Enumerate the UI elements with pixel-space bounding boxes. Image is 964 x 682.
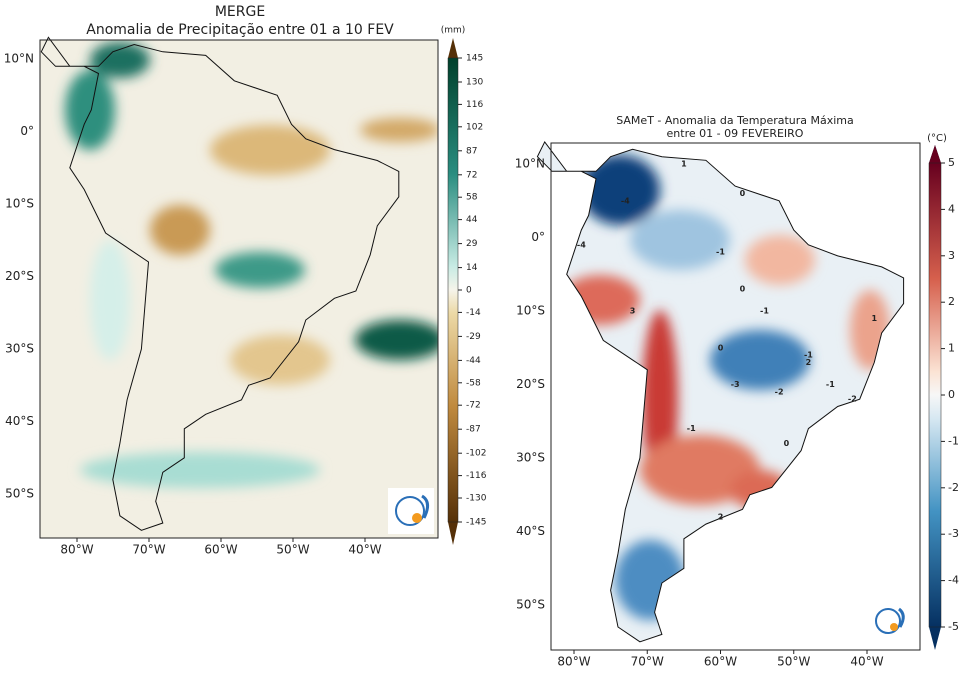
x-tick-label: 50°W	[777, 655, 810, 669]
colorbar-tick-label: 44	[466, 215, 478, 225]
x-tick-label: 70°W	[132, 543, 165, 557]
colorbar-tick-label: -116	[466, 471, 487, 481]
colorbar-tick-label: -44	[466, 356, 481, 366]
x-tick-label: 40°W	[348, 543, 381, 557]
x-tick-label: 80°W	[557, 655, 590, 669]
colorbar-tick-label: -14	[466, 308, 481, 318]
contour-label: -1	[826, 380, 835, 389]
colorbar-tick-label: 72	[466, 170, 477, 180]
temperature-map: -4-410-10-130-1-3-2-120-221-1 SAMeT - An…	[515, 114, 959, 669]
colorbar-tick-label: 1	[948, 342, 955, 355]
colorbar-tick-label: -5	[948, 620, 959, 633]
contour-label: -1	[804, 351, 813, 360]
x-tick-label: 60°W	[704, 655, 737, 669]
subtitle: Anomalia de Precipitação entre 01 a 10 F…	[86, 22, 394, 38]
contour-label: 0	[784, 439, 790, 448]
colorbar-tick-label: 29	[466, 239, 478, 249]
contour-label: 0	[740, 284, 746, 293]
title: SAMeT - Anomalia da Temperatura Máxima	[616, 114, 854, 127]
x-tick-label: 60°W	[204, 543, 237, 557]
colorbar-tick-label: -102	[466, 449, 486, 459]
colorbar-tick-label: 3	[948, 249, 955, 262]
frame	[39, 39, 439, 539]
colorbar-unit: (mm)	[441, 26, 466, 36]
subtitle: entre 01 - 09 FEVEREIRO	[667, 127, 804, 140]
colorbar-tick-label: 0	[948, 388, 955, 401]
contour-label: 2	[806, 358, 812, 367]
contour-label: 3	[630, 307, 636, 316]
colorbar	[447, 57, 459, 523]
colorbar-tick-label: 102	[466, 122, 483, 132]
contour-label: 0	[718, 343, 724, 352]
precip-map: MERGE Anomalia de Precipitação entre 01 …	[4, 4, 487, 557]
colorbar-tick-label: 4	[948, 202, 955, 215]
coastline	[536, 140, 905, 643]
anomaly-field	[65, 42, 438, 488]
x-tick-label: 70°W	[631, 655, 664, 669]
inpe-logo	[388, 488, 434, 534]
contour-label: -1	[687, 424, 696, 433]
y-tick-label: 10°S	[516, 304, 545, 318]
y-tick-label: 50°S	[516, 598, 545, 612]
y-tick-label: 20°S	[516, 377, 545, 391]
colorbar-tick-label: -145	[466, 518, 486, 528]
y-tick-label: 30°S	[5, 342, 34, 356]
contour-label: 1	[681, 160, 687, 169]
colorbar-tick-label: 87	[466, 146, 477, 156]
colorbar-tick-label: -58	[466, 378, 481, 388]
contour-label: -1	[760, 307, 769, 316]
contour-label: -4	[621, 196, 630, 205]
y-tick-label: 0°	[20, 124, 34, 138]
colorbar-tick-label: 130	[466, 78, 483, 88]
x-tick-label: 40°W	[850, 655, 883, 669]
title: MERGE	[215, 4, 265, 20]
colorbar-unit: (°C)	[927, 133, 947, 144]
y-tick-label: 10°N	[515, 157, 545, 171]
colorbar-tick-label: 14	[466, 263, 478, 273]
colorbar-tick-label: -72	[466, 401, 481, 411]
frame	[550, 142, 921, 651]
contour-label: -3	[731, 380, 740, 389]
colorbar-tick-label: -87	[466, 425, 481, 435]
contour-label: -2	[775, 387, 784, 396]
colorbar-tick-label: 5	[948, 156, 955, 169]
y-tick-label: 50°S	[5, 487, 34, 501]
y-tick-label: 20°S	[5, 269, 34, 283]
coastline	[40, 36, 400, 531]
y-tick-label: 10°S	[5, 197, 34, 211]
contour-label: -1	[716, 248, 725, 257]
contour-label: 0	[740, 189, 746, 198]
x-tick-label: 50°W	[276, 543, 309, 557]
colorbar-tick-label: 0	[466, 286, 472, 296]
colorbar-tick-label: 58	[466, 193, 478, 203]
colorbar-tick-label: -2	[948, 481, 959, 494]
y-tick-label: 40°S	[5, 414, 34, 428]
contour-label: -2	[848, 395, 857, 404]
colorbar-tick-label: -130	[466, 494, 487, 504]
x-tick-label: 80°W	[60, 543, 93, 557]
colorbar-tick-label: 116	[466, 100, 483, 110]
colorbar	[928, 162, 942, 628]
colorbar-tick-label: 2	[948, 295, 955, 308]
colorbar-tick-label: -4	[948, 574, 959, 587]
y-tick-label: 40°S	[516, 524, 545, 538]
y-tick-label: 30°S	[516, 451, 545, 465]
y-tick-label: 10°N	[4, 52, 34, 66]
inpe-logo	[875, 607, 905, 634]
colorbar-tick-label: -29	[466, 332, 481, 342]
y-tick-label: 0°	[531, 230, 545, 244]
colorbar-tick-label: -1	[948, 434, 959, 447]
colorbar-tick-label: 145	[466, 54, 483, 64]
contour-label: -4	[577, 240, 586, 249]
contour-label: 2	[718, 512, 724, 521]
contour-label: 1	[872, 314, 878, 323]
colorbar-tick-label: -3	[948, 527, 959, 540]
